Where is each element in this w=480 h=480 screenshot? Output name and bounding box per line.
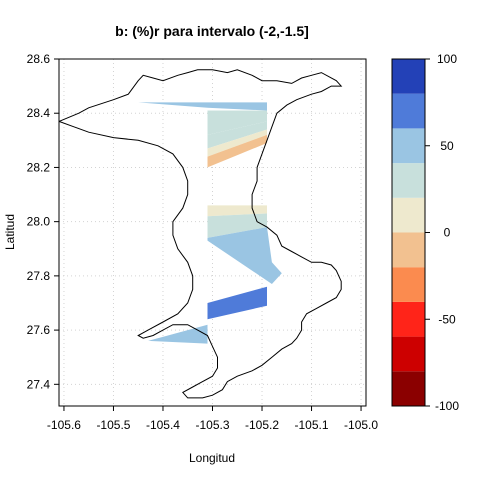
x-axis-label: Longitud xyxy=(189,451,235,465)
legend-tick-label-1: -50 xyxy=(438,312,456,326)
data-region-9 xyxy=(148,324,208,344)
legend-bin-6 xyxy=(392,163,425,198)
x-tick-label-0: -105.6 xyxy=(47,418,81,432)
y-tick-label-0: 27.4 xyxy=(27,377,51,391)
data-region-0 xyxy=(138,102,267,111)
y-tick-label-5: 28.4 xyxy=(27,106,51,120)
legend-bin-9 xyxy=(392,59,425,94)
data-region-3 xyxy=(207,129,267,157)
x-axis: -105.6 -105.5 -105.4 -105.3 -105.2 -105.1 -105… xyxy=(47,406,378,432)
legend-bin-1 xyxy=(392,336,425,372)
y-tick-label-4: 28.2 xyxy=(27,160,51,174)
data-region-1 xyxy=(207,110,267,135)
legend-bin-5 xyxy=(392,197,425,233)
legend-tick-label-0: -100 xyxy=(435,399,459,413)
x-tick-label-5: -105.1 xyxy=(295,418,329,432)
data-region-8 xyxy=(207,286,267,320)
legend-tick-label-2: 0 xyxy=(444,226,451,240)
chart-title: b: (%)r para intervalo (-2,-1.5] xyxy=(115,23,309,39)
legend-bin-2 xyxy=(392,301,425,337)
x-tick-label-2: -105.4 xyxy=(146,418,180,432)
legend-bin-8 xyxy=(392,93,425,129)
y-tick-label-1: 27.6 xyxy=(27,323,51,337)
x-tick-label-6: -105.0 xyxy=(344,418,378,432)
data-region-2 xyxy=(207,121,267,149)
x-tick-label-1: -105.5 xyxy=(96,418,130,432)
y-axis-label: Latitud xyxy=(3,214,17,250)
legend: -100 -50 0 50 100 xyxy=(391,52,459,413)
map-boundary xyxy=(58,69,343,399)
x-tick-label-3: -105.3 xyxy=(195,418,229,432)
data-region-6 xyxy=(207,213,267,238)
legend-bin-4 xyxy=(392,232,425,268)
legend-bin-3 xyxy=(392,267,425,302)
legend-tick-label-3: 50 xyxy=(440,139,454,153)
data-region-7 xyxy=(207,227,282,284)
y-axis: 27.4 27.6 27.8 28.0 28.2 28.4 28.6 xyxy=(27,52,59,391)
boundary-line xyxy=(58,69,343,399)
y-tick-label-6: 28.6 xyxy=(27,52,51,66)
legend-bin-7 xyxy=(392,128,425,164)
data-region-4 xyxy=(207,134,267,168)
y-tick-label-3: 28.0 xyxy=(27,215,51,229)
x-tick-label-4: -105.2 xyxy=(245,418,279,432)
y-tick-label-2: 27.8 xyxy=(27,269,51,283)
legend-tick-label-4: 100 xyxy=(437,52,457,66)
legend-bin-0 xyxy=(392,371,425,406)
data-regions xyxy=(138,102,282,344)
